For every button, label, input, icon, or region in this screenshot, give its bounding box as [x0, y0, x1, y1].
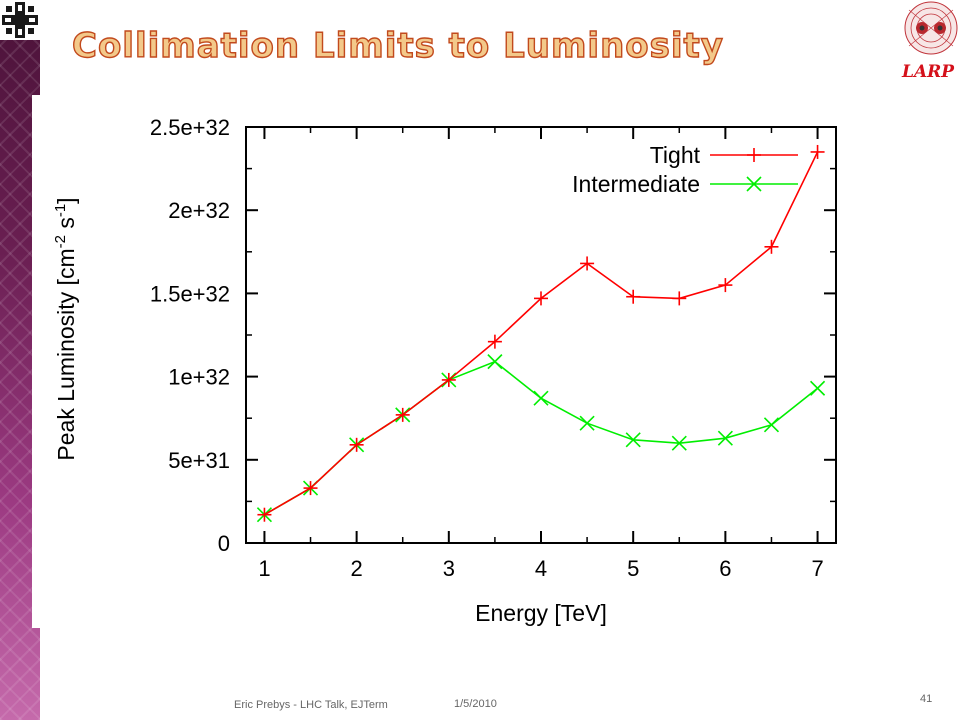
- data-point-intermediate: [763, 417, 780, 433]
- footer-author: Eric Prebys - LHC Talk, EJTerm: [234, 699, 388, 711]
- footer-date: 1/5/2010: [454, 698, 497, 710]
- data-point-intermediate: [625, 432, 641, 448]
- legend-marker-intermediate-d2: [746, 176, 762, 192]
- data-point-tight: [626, 289, 641, 304]
- x-tick-label: 3: [443, 556, 455, 581]
- fermilab-logo-graphic: [2, 2, 38, 38]
- chart-panel: 1 2 3 4 5 6 7 0 5e+31 1e+32 1.5e+32 2e+32 2.5e+32 T…: [32, 95, 844, 628]
- legend-marker-tight: [747, 148, 761, 162]
- larp-magnet-graphic: [904, 1, 958, 55]
- larp-logo-text: LARP: [902, 62, 955, 82]
- data-point-intermediate-d2: [533, 390, 549, 406]
- page-number: 41: [920, 693, 933, 705]
- data-point-intermediate-d2: [671, 435, 687, 451]
- y-axis-title: Peak Luminosity [cm-2 s-1]: [52, 197, 79, 460]
- data-point-tight: [580, 256, 595, 271]
- data-point-tight: [395, 407, 410, 422]
- data-point-tight: [672, 291, 687, 306]
- y-ticks: 0 5e+31 1e+32 1.5e+32 2e+32 2.5e+32: [150, 115, 836, 556]
- series-group: [256, 144, 826, 523]
- y-tick-label: 1e+32: [168, 365, 230, 390]
- data-point-intermediate: [671, 435, 687, 451]
- data-point-tight: [303, 481, 318, 496]
- y-axis-title-end: ]: [53, 197, 79, 203]
- y-axis-title-exp1: -2: [52, 235, 69, 248]
- legend-marker-intermediate: [746, 176, 762, 192]
- data-point-intermediate: [533, 390, 549, 406]
- y-tick-label: 0: [218, 531, 230, 556]
- data-point-intermediate-d2: [763, 417, 780, 433]
- y-tick-label: 2e+32: [168, 198, 230, 223]
- data-point-intermediate-d2: [809, 380, 826, 396]
- series-line-intermediate: [264, 360, 819, 516]
- data-point-tight: [487, 334, 502, 349]
- y-axis-title-base: Peak Luminosity [cm: [53, 248, 79, 460]
- data-point-intermediate: [579, 415, 595, 431]
- y-tick-label: 2.5e+32: [150, 115, 230, 140]
- data-point-intermediate-d2: [717, 430, 733, 446]
- x-tick-label: 2: [351, 556, 363, 581]
- data-point-tight: [810, 144, 825, 159]
- data-point-tight: [441, 372, 456, 387]
- legend-label-tight: Tight: [650, 142, 701, 168]
- y-axis-title-mid: s: [53, 217, 79, 235]
- data-point-tight: [257, 507, 272, 522]
- data-point-intermediate-d2: [625, 432, 641, 448]
- x-tick-label: 1: [258, 556, 270, 581]
- series-line-tight: [264, 151, 819, 516]
- data-point-tight: [534, 291, 548, 306]
- fermilab-logo-icon: [0, 0, 40, 40]
- legend-label-intermediate: Intermediate: [572, 171, 700, 197]
- slide-title: Collimation Limits to Luminosity: [71, 25, 724, 66]
- x-ticks: 1 2 3 4 5 6 7: [258, 127, 824, 581]
- larp-magnet-logo-icon: [895, 0, 960, 85]
- data-point-intermediate: [717, 430, 733, 446]
- x-axis-title: Energy [TeV]: [475, 600, 607, 626]
- data-point-intermediate-d2: [579, 415, 595, 431]
- legend: Tight Intermediate: [572, 142, 798, 197]
- y-tick-label: 5e+31: [168, 448, 230, 473]
- data-point-intermediate: [487, 354, 503, 370]
- y-tick-label: 1.5e+32: [150, 281, 230, 306]
- data-point-tight: [764, 239, 779, 254]
- data-point-tight: [349, 437, 364, 452]
- x-tick-label: 4: [535, 556, 547, 581]
- x-tick-label: 7: [811, 556, 823, 581]
- data-point-tight: [718, 278, 733, 293]
- data-point-intermediate: [809, 380, 826, 396]
- data-point-intermediate-d2: [487, 354, 503, 370]
- x-tick-label: 6: [719, 556, 731, 581]
- y-axis-title-exp2: -1: [52, 204, 69, 217]
- x-tick-label: 5: [627, 556, 639, 581]
- luminosity-chart: 1 2 3 4 5 6 7 0 5e+31 1e+32 1.5e+32 2e+32 2.5e+32 T…: [52, 115, 837, 626]
